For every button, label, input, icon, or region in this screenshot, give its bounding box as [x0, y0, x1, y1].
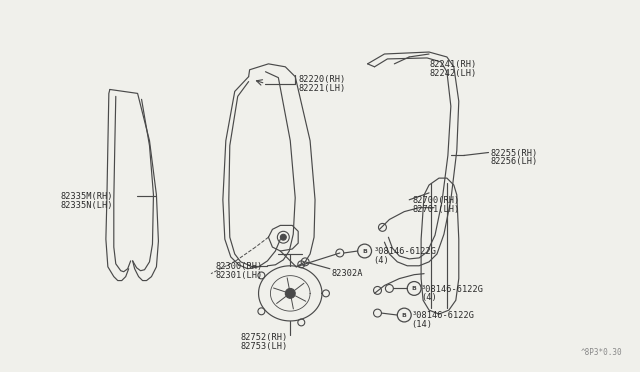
Text: ³08146-6122G: ³08146-6122G: [412, 311, 474, 320]
Text: ³08146-6122G: ³08146-6122G: [374, 247, 436, 256]
Text: B: B: [412, 286, 417, 291]
Text: (4): (4): [421, 294, 437, 302]
Text: B: B: [362, 249, 367, 254]
Text: 82701(LH): 82701(LH): [412, 205, 460, 214]
Text: (14): (14): [412, 320, 432, 329]
Circle shape: [358, 244, 372, 258]
Text: 82242(LH): 82242(LH): [429, 69, 476, 78]
Text: B: B: [402, 313, 406, 318]
Text: 82241(RH): 82241(RH): [429, 60, 476, 69]
Circle shape: [397, 308, 412, 322]
Text: 82255(RH): 82255(RH): [490, 148, 538, 158]
Text: 82335N(LH): 82335N(LH): [60, 201, 113, 210]
Text: ³08146-6122G: ³08146-6122G: [421, 285, 484, 294]
Circle shape: [280, 234, 286, 240]
Text: 82752(RH): 82752(RH): [241, 333, 288, 342]
Text: ^8P3*0.30: ^8P3*0.30: [580, 349, 622, 357]
Text: 82753(LH): 82753(LH): [241, 341, 288, 351]
Text: (4): (4): [374, 256, 389, 265]
Text: 82302A: 82302A: [332, 269, 364, 278]
Text: 82300(RH): 82300(RH): [216, 262, 263, 271]
Text: 82256(LH): 82256(LH): [490, 157, 538, 166]
Text: 82301(LH): 82301(LH): [216, 271, 263, 280]
Text: 82220(RH): 82220(RH): [298, 75, 346, 84]
Text: 82700(RH): 82700(RH): [412, 196, 460, 205]
Circle shape: [285, 288, 295, 298]
Text: 82335M(RH): 82335M(RH): [60, 192, 113, 201]
Circle shape: [407, 282, 421, 295]
Text: 82221(LH): 82221(LH): [298, 84, 346, 93]
